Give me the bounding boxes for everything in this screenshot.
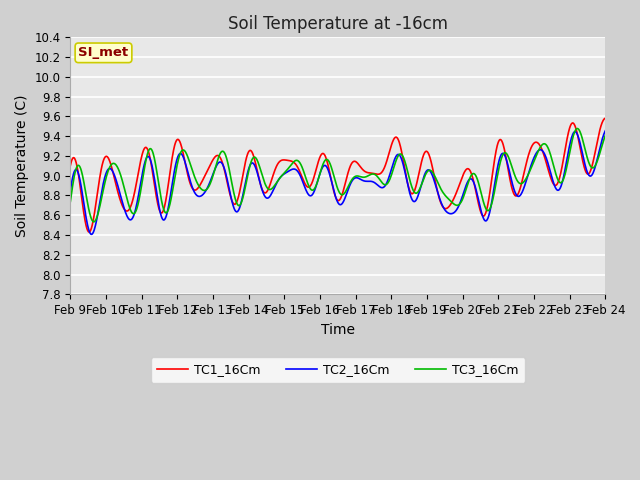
TC3_16Cm (108, 161, 116, 167)
X-axis label: Time: Time (321, 323, 355, 336)
TC3_16Cm (67, 199, 74, 204)
TC3_16Cm (573, 126, 581, 132)
TC3_16Cm (305, 183, 312, 189)
TC1_16Cm (314, 159, 322, 165)
Title: Soil Temperature at -16cm: Soil Temperature at -16cm (228, 15, 448, 33)
Y-axis label: Soil Temperature (C): Soil Temperature (C) (15, 95, 29, 237)
TC2_16Cm (602, 128, 609, 134)
TC3_16Cm (294, 158, 301, 164)
TC1_16Cm (371, 171, 379, 177)
Text: SI_met: SI_met (79, 47, 129, 60)
TC2_16Cm (67, 187, 74, 193)
TC1_16Cm (108, 166, 116, 172)
TC1_16Cm (294, 165, 301, 170)
Legend: TC1_16Cm, TC2_16Cm, TC3_16Cm: TC1_16Cm, TC2_16Cm, TC3_16Cm (150, 357, 525, 383)
Line: TC3_16Cm: TC3_16Cm (70, 129, 605, 222)
TC3_16Cm (90, 219, 98, 225)
TC3_16Cm (314, 176, 322, 182)
TC3_16Cm (602, 132, 609, 138)
TC3_16Cm (130, 211, 138, 216)
TC1_16Cm (130, 192, 138, 198)
TC1_16Cm (67, 162, 74, 168)
TC2_16Cm (88, 231, 95, 237)
Line: TC1_16Cm: TC1_16Cm (70, 118, 605, 232)
TC2_16Cm (305, 192, 312, 198)
TC3_16Cm (371, 172, 379, 178)
TC1_16Cm (85, 229, 93, 235)
TC1_16Cm (305, 184, 312, 190)
TC2_16Cm (371, 180, 379, 186)
TC2_16Cm (314, 176, 322, 181)
Line: TC2_16Cm: TC2_16Cm (70, 131, 605, 234)
TC1_16Cm (602, 115, 609, 121)
TC2_16Cm (294, 168, 301, 174)
TC2_16Cm (108, 168, 116, 173)
TC2_16Cm (130, 212, 138, 218)
